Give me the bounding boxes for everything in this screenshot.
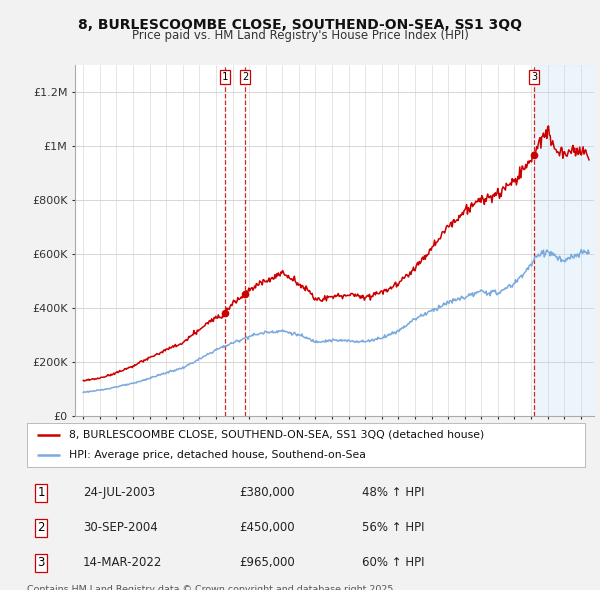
Text: 56% ↑ HPI: 56% ↑ HPI [362,521,424,535]
Text: 1: 1 [222,72,229,82]
Text: 24-JUL-2003: 24-JUL-2003 [83,486,155,499]
Text: Price paid vs. HM Land Registry's House Price Index (HPI): Price paid vs. HM Land Registry's House … [131,30,469,42]
Text: £380,000: £380,000 [239,486,295,499]
Text: 60% ↑ HPI: 60% ↑ HPI [362,556,424,569]
Text: 2: 2 [37,521,45,535]
Text: 8, BURLESCOOMBE CLOSE, SOUTHEND-ON-SEA, SS1 3QQ (detached house): 8, BURLESCOOMBE CLOSE, SOUTHEND-ON-SEA, … [69,430,484,440]
Text: 14-MAR-2022: 14-MAR-2022 [83,556,162,569]
Text: 8, BURLESCOOMBE CLOSE, SOUTHEND-ON-SEA, SS1 3QQ: 8, BURLESCOOMBE CLOSE, SOUTHEND-ON-SEA, … [78,18,522,32]
Text: 1: 1 [37,486,45,499]
Text: £450,000: £450,000 [239,521,295,535]
Text: 2: 2 [242,72,248,82]
Text: 3: 3 [531,72,538,82]
Bar [535,65,594,416]
Text: HPI: Average price, detached house, Southend-on-Sea: HPI: Average price, detached house, Sout… [69,450,366,460]
Text: 48% ↑ HPI: 48% ↑ HPI [362,486,424,499]
Text: Contains HM Land Registry data © Crown copyright and database right 2025.
This d: Contains HM Land Registry data © Crown c… [27,585,397,590]
Text: 30-SEP-2004: 30-SEP-2004 [83,521,158,535]
Text: £965,000: £965,000 [239,556,295,569]
Text: 3: 3 [37,556,44,569]
